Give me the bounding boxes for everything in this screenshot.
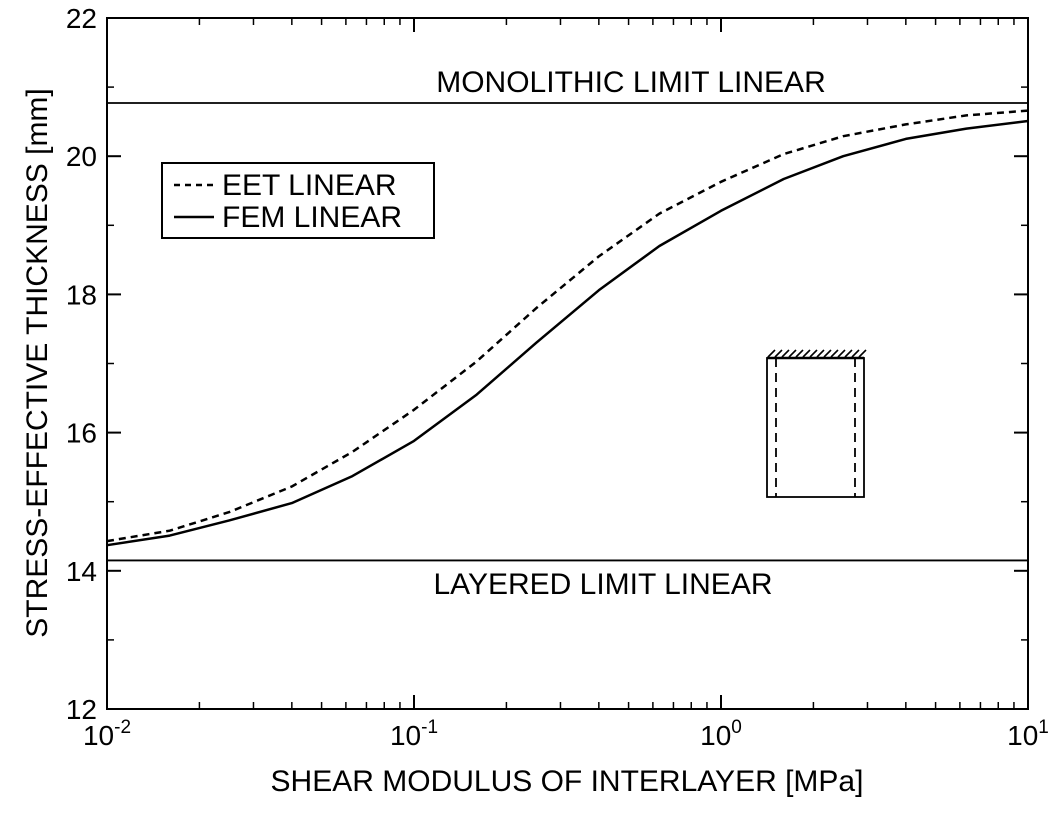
y-tick-label: 22	[66, 3, 97, 34]
hatch-mark	[851, 349, 860, 358]
hatch-mark	[781, 349, 790, 358]
hatch-mark	[858, 349, 867, 358]
clamp-hatching	[767, 349, 867, 358]
hatch-mark	[830, 349, 839, 358]
legend-box	[161, 162, 435, 239]
y-tick-label: 18	[66, 279, 97, 310]
x-tick-label: 100	[700, 717, 742, 751]
hatch-mark	[795, 349, 804, 358]
axis-ticks	[106, 17, 1029, 710]
monolithic-limit-label: MONOLITHIC LIMIT LINEAR	[436, 66, 826, 99]
clamped-plate-schematic	[766, 349, 867, 498]
y-tick-label: 14	[66, 556, 97, 587]
y-tick-label: 12	[66, 694, 97, 725]
x-tick-label: 101	[1007, 717, 1049, 751]
hatch-mark	[774, 349, 783, 358]
hatch-mark	[809, 349, 818, 358]
series-line-fem	[106, 119, 1029, 547]
y-axis-title: STRESS-EFFECTIVE THICKNESS [mm]	[21, 88, 54, 638]
hatch-mark	[788, 349, 797, 358]
series-lines	[106, 109, 1029, 547]
x-axis-title: SHEAR MODULUS OF INTERLAYER [MPa]	[271, 765, 864, 798]
tick-labels: 10-2 10-1 100 101 12 14 16 18 20 22	[66, 3, 1049, 751]
layered-limit-label: LAYERED LIMIT LINEAR	[434, 568, 773, 601]
legend-label-fem: FEM LINEAR	[222, 201, 402, 234]
hatch-mark	[837, 349, 846, 358]
legend-label-eet: EET LINEAR	[222, 169, 397, 202]
plate-outline	[766, 357, 865, 498]
hatch-mark	[816, 349, 825, 358]
reference-lines	[107, 102, 1028, 562]
hatch-mark	[823, 349, 832, 358]
plot-frame	[106, 17, 1029, 710]
series-line-eet	[106, 109, 1029, 543]
legend: EET LINEAR FEM LINEAR	[161, 162, 435, 239]
hatch-mark	[844, 349, 853, 358]
hatch-mark	[802, 349, 811, 358]
y-tick-label: 16	[66, 418, 97, 449]
y-tick-label: 20	[66, 141, 97, 172]
hatch-mark	[767, 349, 776, 358]
x-tick-label: 10-1	[390, 717, 438, 751]
x-tick-label: 10-2	[83, 717, 131, 751]
